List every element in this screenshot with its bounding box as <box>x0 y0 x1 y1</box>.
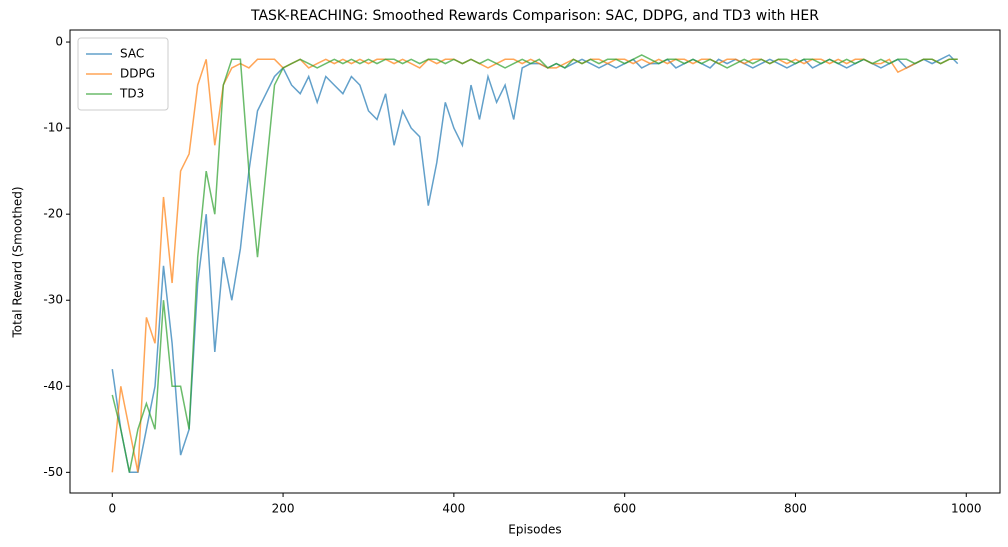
x-tick-label: 0 <box>108 502 116 516</box>
legend-label: TD3 <box>119 87 144 101</box>
x-tick-label: 600 <box>613 502 636 516</box>
y-tick-label: -10 <box>43 121 63 135</box>
x-tick-label: 400 <box>442 502 465 516</box>
x-tick-label: 200 <box>272 502 295 516</box>
legend-label: DDPG <box>120 67 155 81</box>
x-tick-label: 1000 <box>951 502 982 516</box>
y-tick-label: -50 <box>43 465 63 479</box>
plot-frame <box>69 29 1001 494</box>
chart-title: TASK-REACHING: Smoothed Rewards Comparis… <box>250 8 819 24</box>
series-line <box>111 58 958 473</box>
y-tick-label: 0 <box>55 35 63 49</box>
y-axis-label: Total Reward (Smoothed) <box>11 186 25 338</box>
y-tick-label: -30 <box>43 293 63 307</box>
y-tick-label: -40 <box>43 379 63 393</box>
x-axis-label: Episodes <box>508 523 561 537</box>
legend-label: SAC <box>120 47 144 61</box>
series-line <box>111 54 959 474</box>
series-line <box>111 54 958 473</box>
legend-box <box>77 37 169 111</box>
x-tick-label: 800 <box>784 502 807 516</box>
y-tick-label: -20 <box>43 207 63 221</box>
